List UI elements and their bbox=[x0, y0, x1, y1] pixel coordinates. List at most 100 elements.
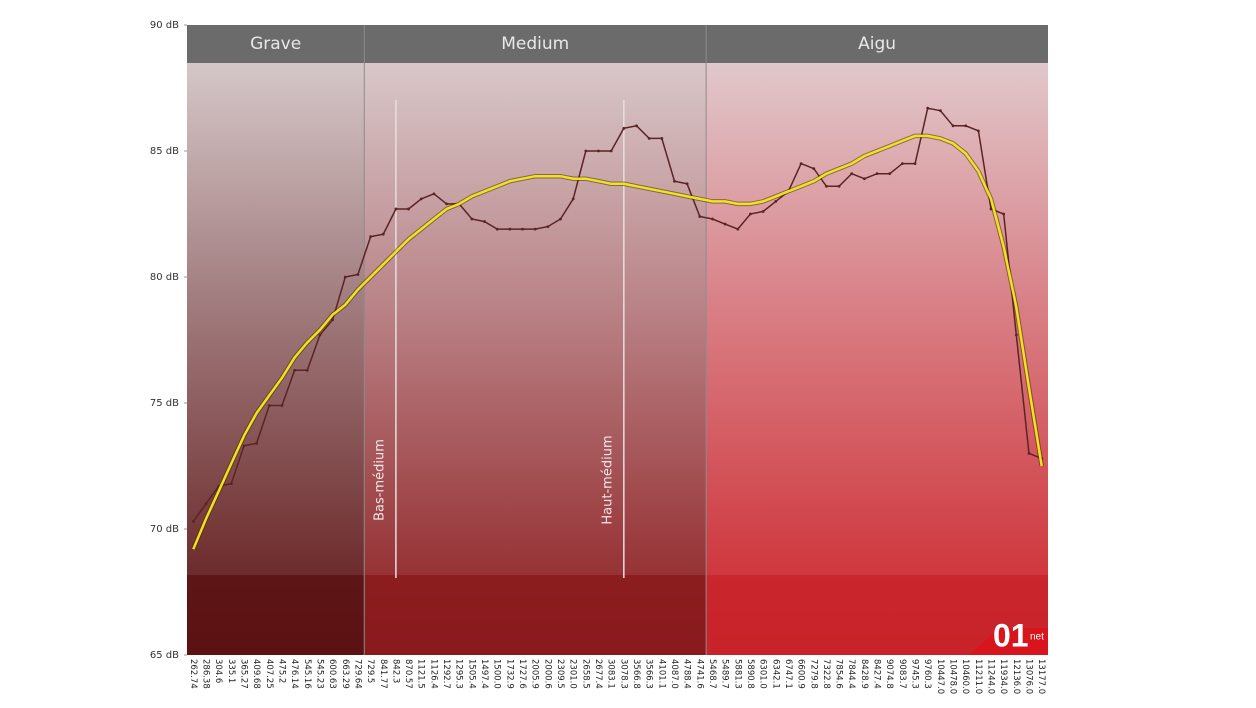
x-tick-label: 870.57 bbox=[403, 659, 413, 689]
measure-point bbox=[381, 232, 385, 236]
annotations: Bas-médium Haut-médium bbox=[372, 100, 625, 578]
measure-point bbox=[1014, 333, 1018, 337]
measure-point bbox=[1002, 212, 1006, 216]
measure-point bbox=[508, 227, 512, 231]
measure-point bbox=[584, 149, 588, 153]
region-bottom bbox=[364, 575, 707, 655]
region-header bbox=[364, 25, 707, 63]
measure-point bbox=[635, 124, 638, 128]
x-tick-label: 11934.0 bbox=[998, 659, 1008, 694]
x-tick-label: 1500.0 bbox=[492, 659, 502, 689]
x-tick-label: 4741.6 bbox=[694, 659, 704, 689]
x-tick-label: 9760.3 bbox=[922, 659, 932, 689]
x-tick-label: 4788.4 bbox=[682, 659, 692, 689]
x-tick-label: 1497.4 bbox=[479, 659, 489, 689]
measure-point bbox=[850, 172, 854, 176]
x-tick-label: 3566.8 bbox=[631, 659, 641, 689]
x-tick-label: 600.63 bbox=[327, 659, 337, 689]
x-tick-label: 12136.0 bbox=[1011, 659, 1021, 694]
x-tick-label: 475.2 bbox=[276, 659, 286, 683]
x-tick-label: 2677.4 bbox=[593, 659, 603, 689]
y-tick-label: 70 dB bbox=[150, 524, 179, 535]
region-bottom bbox=[187, 575, 365, 655]
measure-point bbox=[875, 172, 879, 176]
measure-point bbox=[242, 444, 246, 448]
plot-background: Grave Medium Aigu bbox=[187, 25, 1048, 655]
measure-point bbox=[685, 182, 689, 186]
x-tick-label: 5468.7 bbox=[707, 659, 717, 689]
x-tick-label: 365.27 bbox=[238, 659, 248, 689]
region-header bbox=[187, 25, 365, 63]
measure-point bbox=[647, 137, 651, 140]
series bbox=[191, 106, 1044, 551]
measure-point bbox=[432, 192, 436, 196]
measure-point bbox=[913, 162, 917, 166]
measure-point bbox=[609, 149, 613, 153]
logo: 01 net bbox=[968, 617, 1048, 655]
measure-point bbox=[711, 217, 714, 221]
x-tick-label: 7279.8 bbox=[808, 659, 818, 689]
measure-point bbox=[723, 222, 727, 226]
x-tick-label: 10478.0 bbox=[948, 659, 958, 694]
measure-point bbox=[280, 404, 284, 407]
measure-point bbox=[1027, 452, 1031, 455]
x-tick-label: 3078.3 bbox=[618, 659, 628, 689]
region-label: Grave bbox=[250, 34, 301, 54]
measure-point bbox=[964, 124, 968, 128]
measure-point bbox=[736, 227, 740, 231]
region-band bbox=[364, 25, 707, 655]
measure-point bbox=[774, 200, 778, 203]
measure-point bbox=[445, 202, 448, 206]
x-tick-label: 2309.5 bbox=[555, 659, 565, 689]
measure-point bbox=[521, 227, 524, 231]
x-tick-label: 262.74 bbox=[188, 659, 198, 689]
measure-point bbox=[749, 212, 752, 216]
x-tick-label: 842.3 bbox=[390, 659, 400, 683]
measure-point bbox=[419, 197, 423, 201]
measure-point bbox=[951, 124, 955, 128]
x-tick-label: 1292.7 bbox=[441, 659, 451, 689]
region-band bbox=[706, 25, 1048, 655]
measure-point bbox=[407, 207, 410, 211]
x-tick-label: 663.29 bbox=[340, 659, 350, 689]
x-tick-label: 6600.9 bbox=[796, 659, 806, 689]
x-tick-label: 8427.4 bbox=[872, 659, 882, 689]
measure-point bbox=[267, 404, 271, 407]
measure-point bbox=[546, 225, 550, 229]
measure-point bbox=[571, 197, 575, 201]
x-tick-label: 10447.0 bbox=[935, 659, 945, 694]
x-tick-label: 9745.3 bbox=[910, 659, 920, 689]
x-tick-label: 407.25 bbox=[264, 659, 274, 689]
region-band bbox=[187, 25, 365, 655]
y-tick-label: 75 dB bbox=[150, 398, 179, 409]
x-tick-label: 4087.0 bbox=[669, 659, 679, 689]
x-tick-label: 4101.1 bbox=[656, 659, 666, 689]
x-tick-label: 10460.0 bbox=[960, 659, 970, 694]
y-tick-label: 90 dB bbox=[150, 20, 179, 31]
y-tick-label: 80 dB bbox=[150, 272, 179, 283]
measure-point bbox=[673, 179, 676, 183]
x-tick-label: 2005.9 bbox=[530, 659, 540, 689]
logo-sub: net bbox=[1030, 632, 1044, 643]
x-tick-label: 7854.6 bbox=[834, 659, 844, 689]
x-tick-label: 1126.4 bbox=[428, 659, 438, 689]
x-tick-label: 3083.1 bbox=[606, 659, 616, 689]
measure-point bbox=[343, 275, 347, 279]
measure-point bbox=[293, 368, 297, 372]
measure-point bbox=[938, 109, 942, 113]
trend-line bbox=[192, 134, 1043, 550]
x-tick-label: 286.38 bbox=[200, 659, 210, 689]
x-tick-label: 545.16 bbox=[302, 659, 312, 689]
x-tick-label: 5489.7 bbox=[720, 659, 730, 689]
measure-point bbox=[305, 368, 309, 372]
measure-point bbox=[622, 126, 626, 130]
x-tick-label: 409.68 bbox=[251, 659, 261, 689]
measure-point bbox=[191, 520, 195, 523]
x-tick-label: 476.14 bbox=[289, 659, 299, 689]
measure-point bbox=[394, 207, 398, 211]
measure-point bbox=[698, 215, 702, 218]
measure-point bbox=[926, 106, 930, 110]
x-tick-label: 6747.1 bbox=[783, 659, 793, 689]
x-tick-label: 1727.6 bbox=[517, 659, 527, 689]
